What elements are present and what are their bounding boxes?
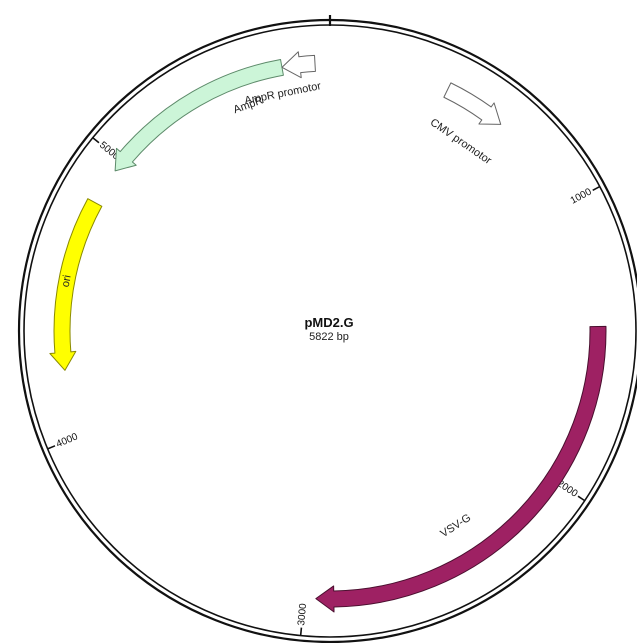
feature-ampr[interactable]: AmpR	[114, 58, 284, 172]
feature-arrow-cmv-promotor[interactable]	[443, 82, 502, 125]
feature-arrow-vsv-g[interactable]	[315, 325, 607, 613]
plasmid-name: pMD2.G	[304, 315, 353, 330]
tick-mark-1000	[592, 185, 601, 192]
tick-mark-3000	[299, 627, 303, 636]
tick-label-4000: 4000	[55, 431, 80, 450]
feature-arrow-ampr-promotor[interactable]	[281, 51, 316, 79]
feature-arrow-ampr[interactable]	[114, 58, 284, 172]
feature-label-ampr-promotor: AmpR promotor	[244, 80, 323, 107]
feature-cmv-promotor[interactable]: CMV promotor	[428, 82, 502, 167]
feature-label-ori: ori	[60, 274, 74, 288]
feature-vsv-g[interactable]: VSV-G	[315, 325, 607, 613]
tick-label-1000: 1000	[569, 186, 594, 206]
tick-mark-2000	[577, 495, 586, 502]
feature-label-vsv-g: VSV-G	[438, 512, 473, 540]
tick-mark-4000	[47, 445, 56, 450]
plasmid-title: pMD2.G 5822 bp	[304, 315, 353, 343]
tick-label-3000: 3000	[296, 603, 309, 627]
plasmid-size: 5822 bp	[309, 331, 349, 343]
feature-arrow-ori[interactable]	[49, 198, 103, 371]
feature-ori[interactable]: ori	[49, 198, 103, 371]
tick-mark-5000	[92, 137, 100, 144]
